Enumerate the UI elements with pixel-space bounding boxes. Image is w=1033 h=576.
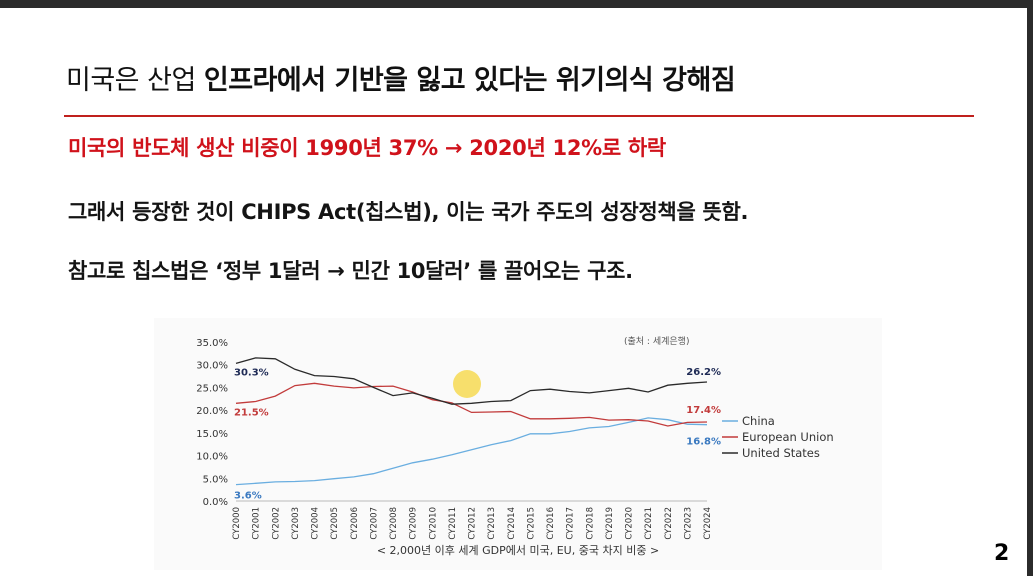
y-tick-label: 0.0% <box>203 497 228 508</box>
x-tick-label: CY2018 <box>585 507 595 540</box>
x-tick-label: CY2006 <box>350 507 360 540</box>
body-text-chips-act: 그래서 등장한 것이 CHIPS Act(칩스법), 이는 국가 주도의 성장정… <box>68 200 749 224</box>
data-label: 16.8% <box>686 437 721 448</box>
chart-annotations: 30.3% 21.5% 3.6% 26.2% 17.4% 16.8% <box>234 367 721 502</box>
data-label: 3.6% <box>234 491 262 502</box>
y-tick-label: 10.0% <box>196 452 228 463</box>
x-tick-label: CY2012 <box>468 507 478 540</box>
x-tick-label: CY2011 <box>448 507 458 540</box>
legend-label: United States <box>742 446 820 460</box>
data-label: 26.2% <box>686 367 721 378</box>
x-tick-label: CY2019 <box>605 507 615 540</box>
x-tick-label: CY2020 <box>625 507 635 540</box>
x-tick-label: CY2010 <box>428 507 438 540</box>
x-tick-label: CY2024 <box>703 507 713 540</box>
data-label: 21.5% <box>234 407 269 418</box>
y-tick-label: 5.0% <box>203 474 228 485</box>
slide-title-bold: 인프라에서 기반을 잃고 있다는 위기의식 강해짐 <box>203 65 736 96</box>
y-tick-label: 25.0% <box>196 383 228 394</box>
y-tick-label: 15.0% <box>196 429 228 440</box>
slide-title: 미국은 산업 인프라에서 기반을 잃고 있다는 위기의식 강해짐 <box>66 58 736 97</box>
x-tick-label: CY2023 <box>683 507 693 540</box>
y-tick-label: 20.0% <box>196 406 228 417</box>
x-tick-label: CY2015 <box>526 507 536 540</box>
chart-series <box>235 357 708 486</box>
data-label: 17.4% <box>686 405 721 416</box>
x-tick-label: CY2004 <box>311 507 321 540</box>
x-tick-label: CY2001 <box>252 507 262 540</box>
series-line-european-union <box>235 382 708 427</box>
x-tick-label: CY2021 <box>644 507 654 540</box>
series-line-united-states <box>235 357 708 405</box>
data-label: 30.3% <box>234 367 269 378</box>
x-tick-label: CY2003 <box>291 507 301 540</box>
gdp-share-chart: (출처 : 세계은행) 35.0% 30.0% 25.0% 20.0% 15.0% 10.… <box>154 318 882 570</box>
chart-caption: < 2,000년 이후 세계 GDP에서 미국, EU, 중국 차지 비중 > <box>377 544 659 557</box>
chart-source-note: (출처 : 세계은행) <box>624 335 689 347</box>
x-tick-label: CY2005 <box>330 507 340 540</box>
chart-legend: China European Union United States <box>722 414 834 460</box>
window-right-edge <box>1027 8 1033 576</box>
highlight-statement: 미국의 반도체 생산 비중이 1990년 37% → 2020년 12%로 하락 <box>68 136 666 160</box>
x-tick-label: CY2000 <box>232 507 242 540</box>
chart-svg: (출처 : 세계은행) 35.0% 30.0% 25.0% 20.0% 15.0% 10.… <box>196 335 834 557</box>
page-number: 2 <box>994 541 1010 566</box>
series-line-china <box>235 417 708 486</box>
window-top-bar <box>0 0 1033 8</box>
body-text-structure: 참고로 칩스법은 ‘정부 1달러 → 민간 10달러’ 를 끌어오는 구조. <box>68 259 633 283</box>
y-tick-label: 35.0% <box>196 338 228 349</box>
y-tick-label: 30.0% <box>196 361 228 372</box>
x-tick-label: CY2007 <box>369 507 379 540</box>
x-tick-label: CY2022 <box>664 507 674 540</box>
mouse-cursor-highlight <box>453 370 481 398</box>
chart-axes: 35.0% 30.0% 25.0% 20.0% 15.0% 10.0% 5.0% 0.0% CY… <box>196 338 713 540</box>
x-tick-label: CY2008 <box>389 507 399 540</box>
x-tick-label: CY2017 <box>566 507 576 540</box>
legend-label: China <box>742 414 775 428</box>
slide-title-light: 미국은 산업 <box>66 65 204 96</box>
title-divider <box>64 115 974 117</box>
x-tick-label: CY2013 <box>487 507 497 540</box>
x-tick-label: CY2002 <box>271 507 281 540</box>
x-tick-label: CY2016 <box>546 507 556 540</box>
legend-label: European Union <box>742 430 834 444</box>
x-tick-label: CY2014 <box>507 507 517 540</box>
x-tick-label: CY2009 <box>409 507 419 540</box>
